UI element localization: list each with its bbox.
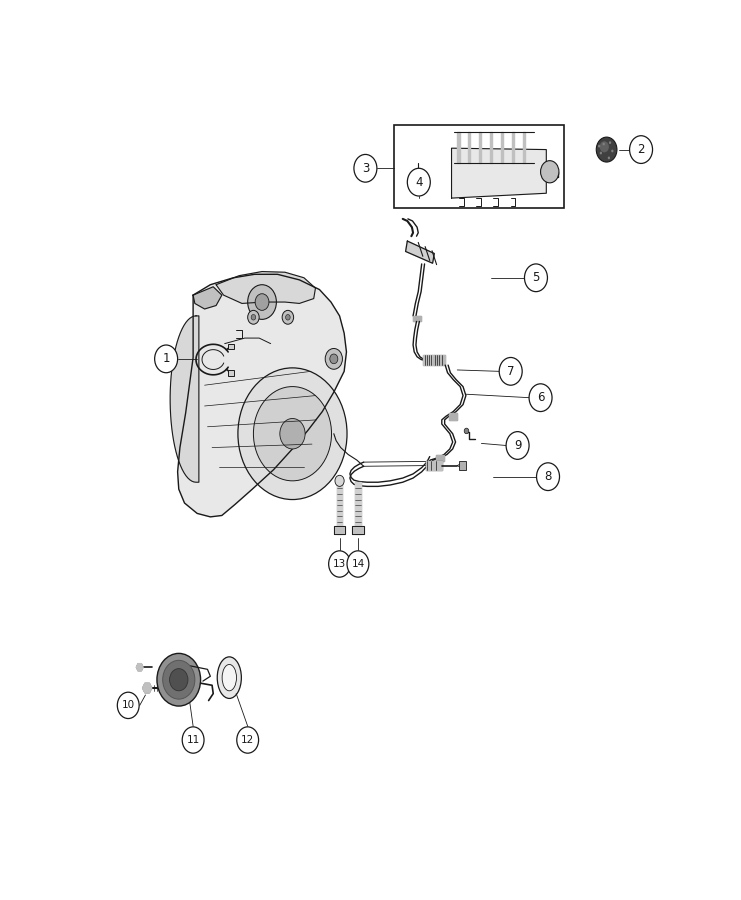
Polygon shape [457,132,459,164]
Polygon shape [142,683,152,693]
Circle shape [335,475,344,486]
Polygon shape [413,316,421,321]
Circle shape [598,145,600,148]
Text: 6: 6 [536,392,545,404]
Polygon shape [451,148,546,198]
Polygon shape [405,241,434,263]
Polygon shape [436,455,444,461]
Circle shape [541,161,559,183]
Bar [227,370,234,375]
Text: 4: 4 [415,176,422,189]
Circle shape [325,348,342,369]
Circle shape [630,136,653,164]
Circle shape [330,354,338,364]
Text: 7: 7 [507,364,514,378]
Text: 14: 14 [351,559,365,569]
Circle shape [611,149,614,152]
Circle shape [117,692,139,718]
Circle shape [602,143,605,146]
Circle shape [536,463,559,491]
Bar [459,462,466,470]
Polygon shape [490,132,492,164]
Polygon shape [355,482,361,535]
Polygon shape [413,173,423,190]
Polygon shape [193,287,222,309]
Polygon shape [425,461,442,471]
Text: 1: 1 [162,353,170,365]
Circle shape [354,155,377,182]
Ellipse shape [217,657,242,698]
Polygon shape [522,132,525,164]
Circle shape [182,727,204,753]
Text: 13: 13 [333,559,346,569]
Polygon shape [433,356,445,365]
Circle shape [408,168,431,196]
Text: 11: 11 [187,735,200,745]
Text: 2: 2 [637,143,645,156]
Circle shape [347,551,369,577]
Circle shape [329,551,350,577]
Circle shape [499,357,522,385]
Circle shape [525,264,548,292]
Circle shape [238,368,347,500]
Circle shape [285,314,290,320]
Circle shape [529,383,552,411]
Circle shape [282,310,293,324]
Text: 9: 9 [514,439,522,452]
Circle shape [247,284,276,319]
Polygon shape [423,356,433,365]
Circle shape [155,345,178,373]
Circle shape [464,428,469,434]
Circle shape [255,293,269,310]
Circle shape [280,418,305,449]
Text: 5: 5 [532,271,539,284]
Polygon shape [170,316,199,482]
Circle shape [597,137,617,162]
Circle shape [247,310,259,324]
Polygon shape [333,526,345,535]
Text: 8: 8 [545,470,552,483]
Text: 3: 3 [362,162,369,175]
Circle shape [170,669,188,691]
Polygon shape [216,272,316,303]
Polygon shape [336,482,342,535]
Polygon shape [136,663,143,670]
Text: 12: 12 [241,735,254,745]
Polygon shape [352,526,364,535]
Circle shape [237,727,259,753]
Circle shape [608,157,610,159]
Polygon shape [501,132,503,164]
Polygon shape [479,132,482,164]
Circle shape [599,141,609,152]
Circle shape [253,387,331,481]
Circle shape [251,314,256,320]
Polygon shape [512,132,514,164]
Bar [227,344,234,349]
Polygon shape [449,413,457,419]
Bar [394,125,563,209]
Text: 10: 10 [122,700,135,710]
Polygon shape [178,274,347,517]
Circle shape [157,653,201,706]
Circle shape [599,152,602,155]
Circle shape [506,432,529,459]
Ellipse shape [222,664,236,691]
Circle shape [163,661,195,699]
Circle shape [609,141,611,144]
Polygon shape [468,132,471,164]
